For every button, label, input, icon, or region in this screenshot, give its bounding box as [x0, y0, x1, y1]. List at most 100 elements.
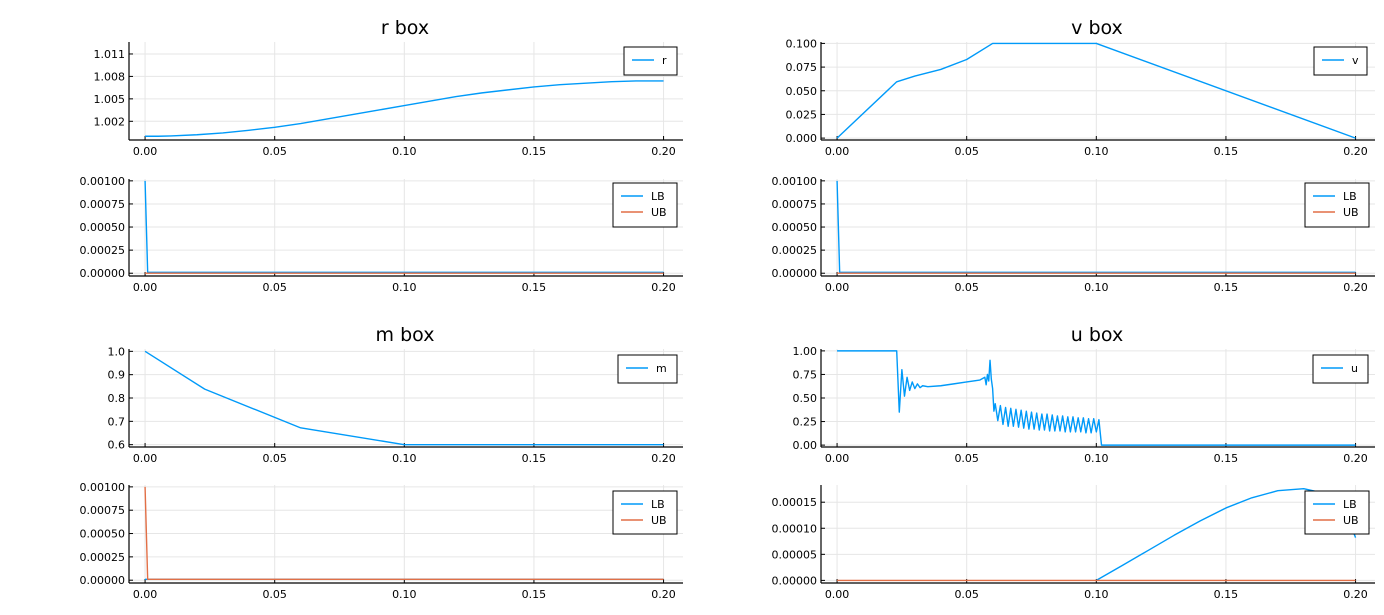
- y-tick-label: 0.25: [793, 416, 818, 429]
- legend-label: UB: [1343, 514, 1359, 527]
- legend-box: [1304, 490, 1370, 535]
- legend-label: UB: [651, 514, 667, 527]
- x-tick-label: 0.15: [1214, 145, 1239, 158]
- y-tick-label: 0.00025: [80, 244, 126, 257]
- x-tick-label: 0.05: [262, 145, 287, 158]
- chart-panel-8: 0.00 0.05 0.10 0.15 0.20 0.00000 0.00005 0.0001…: [772, 485, 1375, 601]
- x-tick-label: 0.15: [1214, 588, 1239, 601]
- chart-title: u box: [1071, 324, 1123, 346]
- y-tick-label: 0.00050: [80, 528, 126, 541]
- legend: r: [623, 46, 678, 76]
- legend-label: u: [1351, 362, 1358, 375]
- y-tick-label: 0.00000: [772, 574, 818, 587]
- x-tick-label: 0.15: [522, 452, 547, 465]
- x-tick-label: 0.20: [1343, 588, 1368, 601]
- chart-panel-7: 0.00 0.05 0.10 0.15 0.20 0.00000 0.00025 0.0005…: [80, 481, 683, 601]
- legend-label: v: [1352, 54, 1359, 67]
- x-tick-label: 0.00: [825, 145, 850, 158]
- legend-box: [1312, 354, 1369, 384]
- legend-box: [612, 490, 678, 535]
- x-tick-label: 0.15: [1214, 281, 1239, 294]
- y-tick-label: 0.8: [108, 392, 126, 405]
- x-tick-label: 0.20: [1343, 281, 1368, 294]
- x-tick-label: 0.00: [825, 281, 850, 294]
- y-tick-label: 0.00100: [772, 175, 818, 188]
- x-tick-label: 0.00: [825, 452, 850, 465]
- chart-title: r box: [381, 17, 429, 39]
- chart-panel-1: 0.00 0.05 0.10 0.15 0.20 1.002 1.005 1.008 1.011…: [94, 17, 683, 158]
- x-tick-label: 0.20: [651, 281, 676, 294]
- x-tick-label: 0.20: [651, 588, 676, 601]
- y-tick-label: 0.00025: [772, 244, 818, 257]
- x-tick-label: 0.15: [522, 588, 547, 601]
- legend-label: LB: [1343, 190, 1357, 203]
- x-tick-label: 0.10: [1084, 281, 1109, 294]
- x-tick-label: 0.05: [954, 452, 979, 465]
- y-tick-label: 0.00000: [80, 574, 126, 587]
- legend-label: UB: [1343, 206, 1359, 219]
- legend: m: [617, 354, 678, 384]
- legend: LB UB: [612, 490, 678, 535]
- y-tick-label: 0.00050: [80, 221, 126, 234]
- legend: LB UB: [612, 182, 678, 228]
- y-tick-label: 0.00000: [772, 267, 818, 280]
- chart-panel-6: 0.00 0.05 0.10 0.15 0.20 0.00 0.25 0.50 0.75 1.00…: [793, 324, 1375, 465]
- y-tick-label: 0.00075: [772, 198, 818, 211]
- legend-label: r: [662, 54, 667, 67]
- legend: LB UB: [1304, 182, 1370, 228]
- chart-title: m box: [376, 324, 435, 346]
- x-tick-label: 0.00: [133, 281, 158, 294]
- x-tick-label: 0.05: [262, 281, 287, 294]
- y-tick-label: 0.025: [786, 108, 818, 121]
- x-tick-label: 0.05: [262, 452, 287, 465]
- y-tick-label: 0.50: [793, 392, 818, 405]
- legend-label: m: [656, 362, 667, 375]
- legend-box: [617, 354, 678, 384]
- legend: LB UB: [1304, 490, 1370, 535]
- legend-box: [623, 46, 678, 76]
- y-tick-label: 0.00075: [80, 198, 126, 211]
- x-tick-label: 0.05: [262, 588, 287, 601]
- x-tick-label: 0.10: [392, 281, 417, 294]
- series-line-v: [836, 42, 1356, 139]
- x-tick-label: 0.20: [1343, 452, 1368, 465]
- y-tick-label: 0.100: [786, 37, 818, 50]
- y-tick-label: 0.7: [108, 415, 126, 428]
- x-tick-label: 0.15: [522, 281, 547, 294]
- y-tick-label: 1.00: [793, 345, 818, 358]
- x-tick-label: 0.10: [392, 452, 417, 465]
- legend: v: [1313, 46, 1368, 76]
- y-tick-label: 0.00075: [80, 504, 126, 517]
- x-tick-label: 0.10: [1084, 588, 1109, 601]
- x-tick-label: 0.00: [133, 145, 158, 158]
- chart-title: v box: [1071, 17, 1123, 39]
- x-tick-label: 0.20: [651, 452, 676, 465]
- y-tick-label: 1.011: [94, 48, 126, 61]
- x-tick-label: 0.15: [522, 145, 547, 158]
- y-tick-label: 0.00025: [80, 551, 126, 564]
- x-tick-label: 0.05: [954, 281, 979, 294]
- x-tick-label: 0.00: [825, 588, 850, 601]
- y-tick-label: 0.00: [793, 439, 818, 452]
- x-tick-label: 0.20: [1343, 145, 1368, 158]
- series-line-lb: [836, 180, 1356, 273]
- chart-panel-5: 0.00 0.05 0.10 0.15 0.20 0.6 0.7 0.8 0.9 1.0 m box…: [108, 324, 683, 465]
- y-tick-label: 0.00010: [772, 522, 818, 535]
- chart-panel-3: 0.00 0.05 0.10 0.15 0.20 0.00000 0.00025 0.0005…: [80, 175, 683, 294]
- series-line-r: [145, 80, 664, 137]
- y-tick-label: 0.00015: [772, 496, 818, 509]
- series-line-lb: [144, 180, 664, 273]
- chart-panel-2: 0.00 0.05 0.10 0.15 0.20 0.000 0.025 0.050 0.075…: [786, 17, 1375, 158]
- y-tick-label: 0.00005: [772, 548, 818, 561]
- y-tick-label: 0.050: [786, 85, 818, 98]
- x-tick-label: 0.15: [1214, 452, 1239, 465]
- y-tick-label: 1.008: [94, 70, 126, 83]
- y-tick-label: 0.000: [786, 132, 818, 145]
- x-tick-label: 0.10: [1084, 145, 1109, 158]
- y-tick-label: 0.075: [786, 61, 818, 74]
- legend-label: LB: [651, 498, 665, 511]
- legend: u: [1312, 354, 1369, 384]
- y-tick-label: 0.00100: [80, 481, 126, 494]
- x-tick-label: 0.00: [133, 452, 158, 465]
